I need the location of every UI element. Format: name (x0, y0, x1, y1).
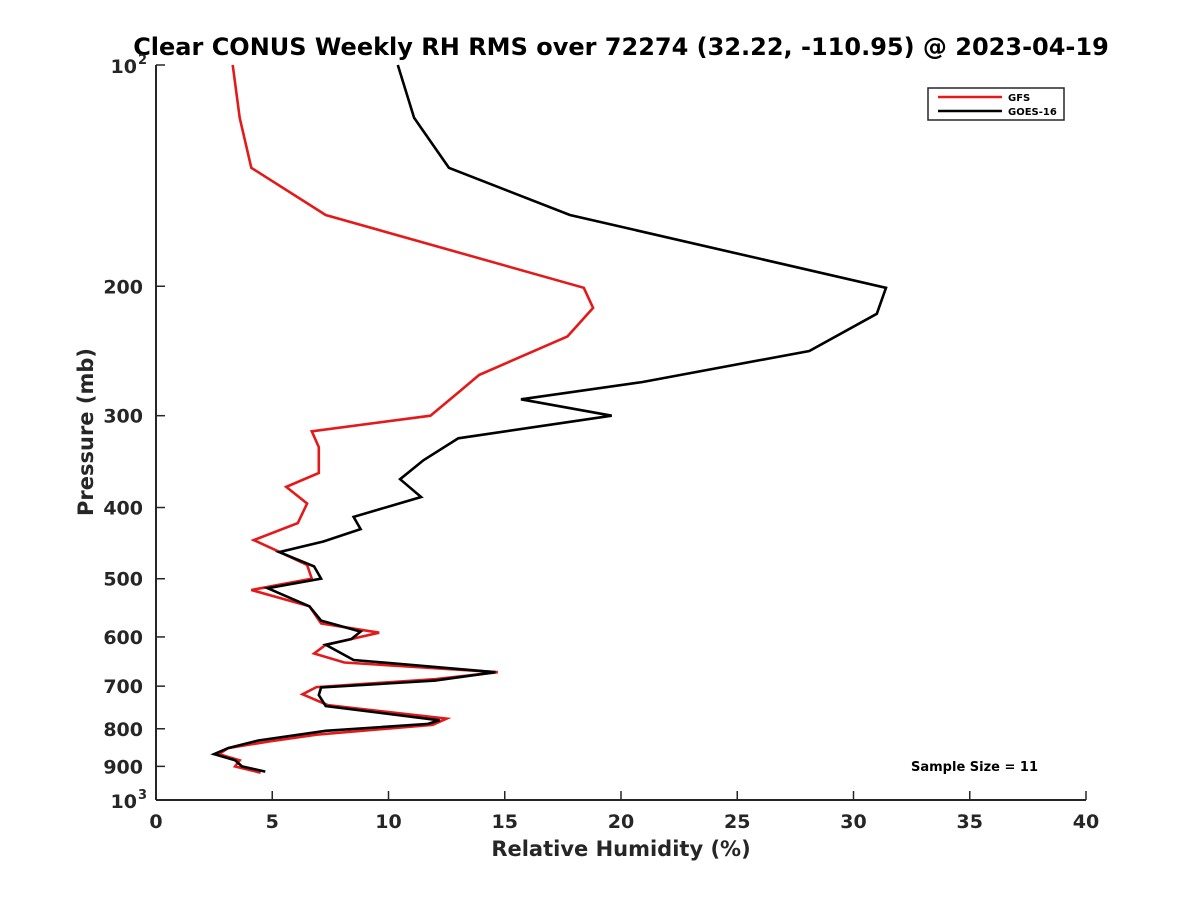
series-line-goes16 (210, 64, 888, 773)
x-tick-label: 5 (266, 811, 279, 833)
y-tick-label-exponent: 2 (138, 53, 147, 68)
sample-size-annotation: Sample Size = 11 (911, 760, 1038, 775)
x-axis-label: Relative Humidity (%) (491, 837, 750, 861)
legend-label-goes16: GOES-16 (1008, 107, 1057, 118)
y-tick-label: 10 (111, 56, 137, 78)
series-line-gfs (215, 64, 595, 774)
y-axis-label: Pressure (mb) (74, 348, 98, 516)
y-tick-label: 200 (103, 276, 143, 298)
y-tick-label: 800 (103, 719, 143, 741)
series-layer (210, 64, 888, 774)
legend-label-gfs: GFS (1008, 93, 1030, 104)
y-tick-label: 600 (103, 627, 143, 649)
y-tick-label: 500 (103, 569, 143, 591)
x-tick-label: 35 (957, 811, 983, 833)
chart-title: Clear CONUS Weekly RH RMS over 72274 (32… (133, 33, 1109, 61)
x-tick-label: 25 (724, 811, 750, 833)
x-tick-label: 30 (840, 811, 866, 833)
y-tick-label: 10 (111, 791, 137, 813)
x-tick-label: 10 (375, 811, 401, 833)
x-tick-label: 20 (608, 811, 634, 833)
legend-box (927, 87, 1065, 121)
y-tick-label: 900 (103, 756, 143, 778)
y-tick-label: 300 (103, 406, 143, 428)
y-tick-label: 400 (103, 498, 143, 520)
x-tick-label: 40 (1073, 811, 1099, 833)
y-tick-label: 700 (103, 676, 143, 698)
x-tick-label: 0 (149, 811, 162, 833)
y-tick-label-exponent: 3 (138, 788, 147, 803)
x-tick-label: 15 (492, 811, 518, 833)
x-axis-ticks: 0 5 10 15 20 25 30 35 40 (149, 791, 1099, 833)
legend: GFS GOES-16 (927, 87, 1065, 121)
